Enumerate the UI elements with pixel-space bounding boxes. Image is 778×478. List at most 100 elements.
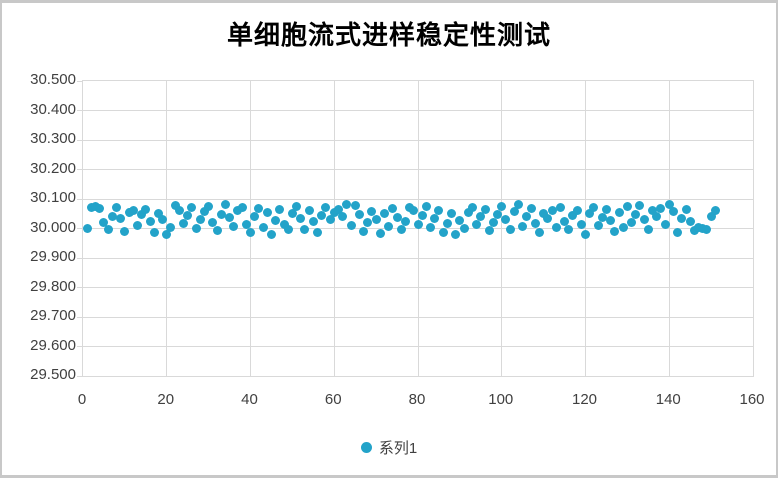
- data-point: [313, 228, 322, 238]
- data-point: [241, 219, 251, 229]
- data-point: [392, 212, 402, 222]
- data-point: [514, 200, 523, 210]
- y-axis-tick: [77, 257, 82, 259]
- data-point: [300, 224, 310, 234]
- data-point: [384, 221, 394, 231]
- gridline-vertical: [333, 81, 335, 376]
- data-point: [677, 213, 687, 223]
- data-point: [158, 215, 168, 225]
- y-tick-label: 29.600: [30, 336, 76, 354]
- gridline-vertical: [501, 81, 503, 376]
- y-axis-tick: [77, 169, 82, 170]
- data-point: [333, 204, 343, 214]
- x-tick-label: 20: [157, 391, 175, 408]
- chart-title: 单细胞流式进样稳定性测试: [226, 21, 551, 51]
- data-point: [220, 200, 230, 210]
- data-point: [183, 210, 193, 220]
- data-point: [438, 227, 448, 237]
- y-tick-label: 30.300: [30, 130, 76, 147]
- data-point: [258, 223, 268, 233]
- data-point: [564, 225, 574, 235]
- data-point: [597, 212, 607, 222]
- data-point: [112, 202, 121, 212]
- data-point: [627, 218, 637, 228]
- data-point: [346, 221, 356, 231]
- data-point: [417, 210, 427, 220]
- data-point: [204, 201, 214, 211]
- data-point: [664, 200, 674, 210]
- gridline-vertical: [668, 81, 670, 376]
- x-tick-label: 160: [739, 391, 765, 408]
- y-axis-tick: [77, 375, 82, 377]
- data-point: [137, 209, 147, 219]
- legend-marker-icon: [360, 442, 372, 453]
- x-tick-label: 120: [571, 391, 598, 408]
- data-point: [681, 204, 691, 214]
- data-point: [601, 204, 611, 214]
- y-tick-label: 30.500: [30, 71, 76, 88]
- data-point: [388, 203, 398, 213]
- data-point: [459, 224, 469, 233]
- data-point: [308, 216, 318, 226]
- data-point: [442, 218, 452, 228]
- data-point: [153, 209, 163, 219]
- data-point: [162, 229, 172, 239]
- data-point: [551, 223, 561, 233]
- data-point: [463, 207, 473, 217]
- data-point: [530, 218, 540, 228]
- x-tick-label: 140: [655, 391, 681, 408]
- y-axis-tick: [77, 228, 82, 229]
- data-point: [254, 203, 264, 213]
- data-point: [673, 227, 683, 237]
- y-axis-tick: [77, 316, 82, 318]
- y-tick-label: 30.000: [30, 218, 76, 236]
- data-point: [606, 215, 616, 225]
- data-point: [472, 220, 482, 230]
- data-point: [497, 201, 507, 211]
- data-point: [643, 224, 653, 234]
- data-point: [689, 226, 699, 236]
- data-point: [660, 220, 670, 230]
- data-point: [266, 230, 276, 240]
- data-point: [82, 224, 92, 233]
- x-tick-label: 0: [77, 391, 87, 408]
- data-point: [107, 212, 117, 222]
- data-point: [120, 226, 130, 236]
- y-axis-tick: [77, 198, 82, 200]
- data-point: [375, 229, 385, 239]
- data-point: [321, 203, 331, 213]
- data-point: [354, 209, 364, 219]
- y-axis-tick: [77, 80, 82, 82]
- data-point: [342, 200, 352, 210]
- data-point: [304, 206, 314, 216]
- data-point: [622, 201, 632, 211]
- data-point: [447, 209, 456, 219]
- data-point: [116, 213, 126, 223]
- x-tick-label: 80: [408, 391, 426, 408]
- data-point: [560, 216, 570, 226]
- data-point: [128, 206, 138, 216]
- data-point: [363, 218, 373, 228]
- data-point: [576, 219, 586, 229]
- data-point: [434, 205, 444, 215]
- data-point: [555, 202, 565, 212]
- data-point: [610, 226, 620, 236]
- data-point: [99, 218, 109, 228]
- data-point: [480, 204, 490, 214]
- data-point: [526, 203, 536, 213]
- data-point: [476, 212, 486, 222]
- data-point: [283, 225, 293, 235]
- data-point: [187, 203, 197, 213]
- data-point: [199, 206, 209, 216]
- plot-area: [77, 80, 754, 377]
- y-tick-label: 30.200: [30, 159, 76, 177]
- data-point: [250, 211, 260, 221]
- data-point: [501, 215, 511, 225]
- data-point: [648, 206, 657, 216]
- data-point: [493, 209, 503, 219]
- data-point: [488, 217, 498, 227]
- data-point: [426, 222, 436, 232]
- data-point: [141, 204, 151, 214]
- data-point: [467, 203, 477, 213]
- data-point: [367, 206, 377, 216]
